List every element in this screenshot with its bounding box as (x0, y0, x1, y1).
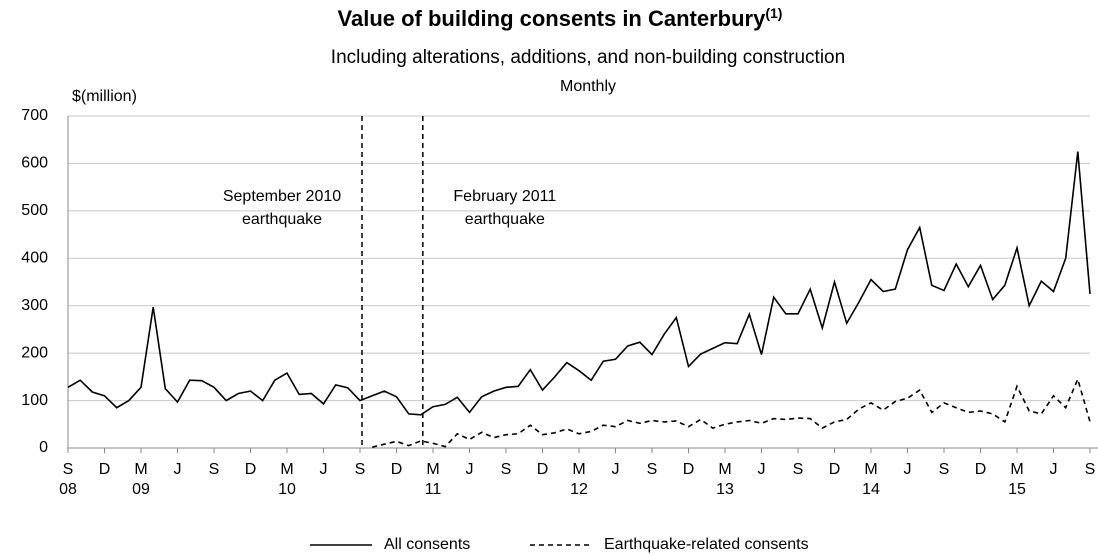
x-year-label: 14 (862, 481, 880, 498)
x-tick-label: S (939, 461, 950, 478)
x-tick-label: M (864, 461, 877, 478)
x-tick-label: M (1010, 461, 1023, 478)
x-tick-label: J (1050, 461, 1058, 478)
x-tick-label: J (466, 461, 474, 478)
x-tick-label: S (647, 461, 658, 478)
series-line (372, 376, 1091, 448)
x-year-label: 13 (716, 481, 734, 498)
x-tick-label: S (355, 461, 366, 478)
x-year-label: 12 (570, 481, 588, 498)
legend-label: Earthquake-related consents (604, 536, 809, 553)
x-tick-label: M (426, 461, 439, 478)
x-tick-label: J (758, 461, 766, 478)
x-tick-label: D (683, 461, 695, 478)
y-tick-label: 300 (21, 297, 48, 314)
x-tick-label: M (280, 461, 293, 478)
x-year-label: 10 (278, 481, 296, 498)
y-tick-label: 500 (21, 202, 48, 219)
event-label: September 2010 (223, 188, 341, 205)
event-label: February 2011 (453, 188, 556, 205)
x-tick-label: J (174, 461, 182, 478)
x-tick-label: S (501, 461, 512, 478)
title-text: Value of building consents in Canterbury (338, 6, 767, 31)
y-tick-label: 700 (21, 107, 48, 124)
event-label: earthquake (465, 211, 545, 228)
subtitle: Including alterations, additions, and no… (331, 47, 845, 68)
title-note: (1) (765, 5, 782, 21)
x-tick-label: D (245, 461, 257, 478)
x-year-label: 15 (1008, 481, 1026, 498)
x-tick-label: J (904, 461, 912, 478)
x-tick-label: D (537, 461, 549, 478)
x-tick-label: D (99, 461, 111, 478)
x-year-label: 09 (132, 481, 150, 498)
x-tick-label: J (612, 461, 620, 478)
y-tick-label: 600 (21, 155, 48, 172)
y-tick-label: 200 (21, 344, 48, 361)
x-tick-label: S (209, 461, 220, 478)
x-tick-label: S (793, 461, 804, 478)
y-tick-label: 100 (21, 392, 48, 409)
series-line (67, 151, 1091, 416)
y-tick-label: 0 (39, 439, 48, 456)
x-year-label: 08 (59, 481, 77, 498)
subtitle: Monthly (560, 78, 616, 95)
chart-title: Value of building consents in Canterbury… (338, 5, 783, 31)
x-tick-label: M (718, 461, 731, 478)
x-tick-label: S (63, 461, 74, 478)
x-tick-label: M (572, 461, 585, 478)
x-tick-label: D (391, 461, 403, 478)
legend-label: All consents (384, 536, 470, 553)
x-tick-label: M (134, 461, 147, 478)
x-tick-label: D (829, 461, 841, 478)
event-label: earthquake (242, 211, 322, 228)
x-tick-label: J (320, 461, 328, 478)
y-tick-label: 400 (21, 250, 48, 267)
x-tick-label: S (1085, 461, 1096, 478)
y-axis-label: $(million) (72, 88, 137, 105)
x-year-label: 11 (425, 481, 442, 498)
x-tick-label: D (975, 461, 987, 478)
